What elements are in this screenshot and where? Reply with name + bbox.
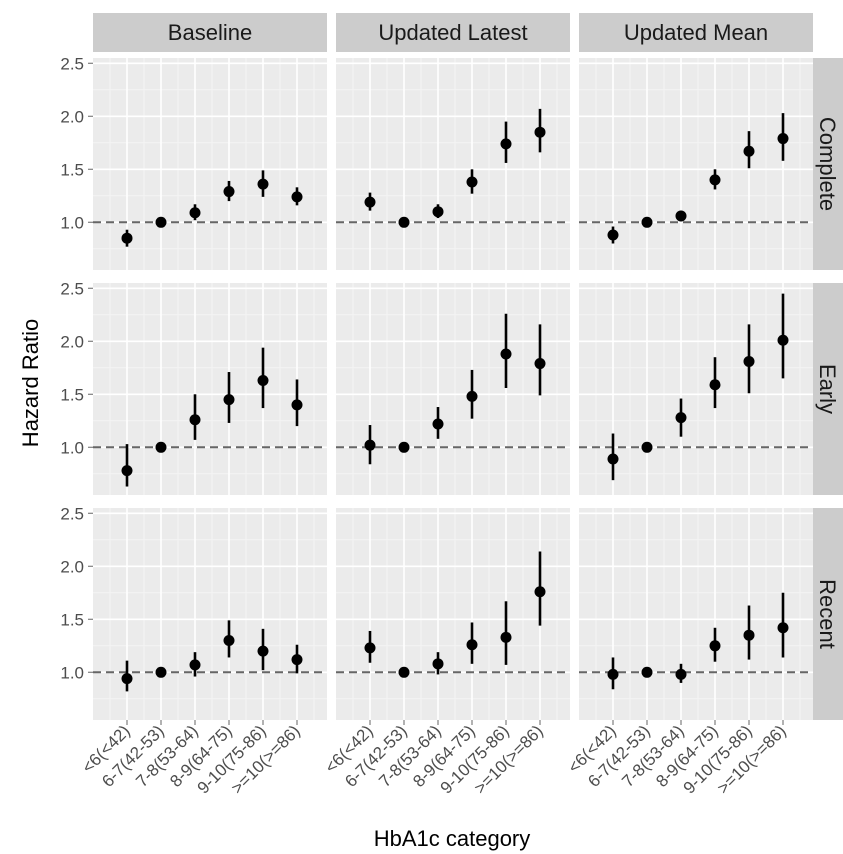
data-point bbox=[257, 178, 269, 190]
data-point bbox=[291, 399, 303, 411]
strip-label-updated-mean: Updated Mean bbox=[624, 20, 768, 45]
y-tick-label: 2.0 bbox=[60, 557, 84, 576]
data-point bbox=[121, 232, 133, 244]
data-point bbox=[398, 216, 410, 228]
y-tick-label: 2.5 bbox=[60, 504, 84, 523]
panel-bg-complete-baseline bbox=[93, 58, 327, 270]
data-point bbox=[743, 355, 755, 367]
data-point bbox=[709, 640, 721, 652]
strip-bg-early bbox=[812, 283, 843, 495]
data-point bbox=[641, 216, 653, 228]
panel-bg-recent-updated-mean bbox=[579, 508, 813, 720]
data-point bbox=[223, 635, 235, 646]
data-point bbox=[189, 207, 201, 219]
data-point bbox=[675, 668, 687, 680]
strip-bg-updated-mean bbox=[579, 13, 813, 52]
data-point bbox=[223, 186, 235, 198]
data-point bbox=[155, 216, 167, 228]
data-point bbox=[534, 586, 546, 598]
y-tick-label: 2.5 bbox=[60, 279, 84, 298]
y-tick-label: 1.5 bbox=[60, 160, 84, 179]
data-point bbox=[777, 622, 789, 634]
data-point bbox=[466, 176, 478, 188]
panel-bg-recent-updated-latest bbox=[336, 508, 570, 720]
y-tick-label: 1.0 bbox=[60, 438, 84, 457]
y-tick-label: 1.5 bbox=[60, 385, 84, 404]
data-point bbox=[364, 439, 376, 451]
data-point bbox=[534, 358, 546, 370]
data-point bbox=[607, 453, 619, 465]
y-tick-label: 2.5 bbox=[60, 54, 84, 73]
data-point bbox=[777, 133, 789, 145]
data-point bbox=[743, 145, 755, 157]
strip-label-updated-latest: Updated Latest bbox=[378, 20, 527, 45]
data-point bbox=[223, 394, 235, 406]
panel-bg-early-updated-latest bbox=[336, 283, 570, 495]
data-point bbox=[500, 631, 512, 643]
strip-bg-recent bbox=[812, 508, 843, 720]
y-tick-label: 1.5 bbox=[60, 610, 84, 629]
data-point bbox=[709, 379, 721, 391]
y-tick-label: 1.0 bbox=[60, 213, 84, 232]
data-point bbox=[257, 375, 269, 387]
strip-bg-updated-latest bbox=[336, 13, 570, 52]
data-point bbox=[607, 229, 619, 241]
panel-bg-early-baseline bbox=[93, 283, 327, 495]
data-point bbox=[189, 659, 201, 671]
strip-bg-complete bbox=[812, 58, 843, 270]
strip-label-recent: Recent bbox=[815, 579, 840, 649]
data-point bbox=[432, 206, 444, 218]
data-point bbox=[189, 414, 201, 426]
y-tick-label: 1.0 bbox=[60, 663, 84, 682]
data-point bbox=[500, 348, 512, 360]
data-point bbox=[121, 465, 133, 477]
data-point bbox=[364, 196, 376, 208]
data-point bbox=[121, 673, 133, 685]
strip-bg-baseline bbox=[93, 13, 327, 52]
panel-bg-complete-updated-latest bbox=[336, 58, 570, 270]
data-point bbox=[743, 629, 755, 641]
data-point bbox=[466, 639, 478, 651]
data-point bbox=[641, 441, 653, 453]
data-point bbox=[466, 390, 478, 402]
panel-bg-recent-baseline bbox=[93, 508, 327, 720]
data-point bbox=[364, 642, 376, 654]
data-point bbox=[500, 138, 512, 150]
data-point bbox=[398, 441, 410, 453]
data-point bbox=[432, 418, 444, 430]
strip-label-baseline: Baseline bbox=[168, 20, 252, 45]
strip-label-early: Early bbox=[815, 364, 840, 414]
y-tick-label: 2.0 bbox=[60, 107, 84, 126]
data-point bbox=[534, 126, 546, 138]
data-point bbox=[398, 666, 410, 678]
data-point bbox=[777, 334, 789, 346]
data-point bbox=[155, 441, 167, 453]
data-point bbox=[641, 666, 653, 678]
data-point bbox=[607, 668, 619, 680]
data-point bbox=[675, 210, 687, 222]
data-point bbox=[709, 174, 721, 186]
data-point bbox=[291, 654, 303, 666]
strip-label-complete: Complete bbox=[815, 117, 840, 211]
y-tick-label: 2.0 bbox=[60, 332, 84, 351]
data-point bbox=[432, 658, 444, 670]
data-point bbox=[675, 412, 687, 424]
y-axis-title: Hazard Ratio bbox=[18, 319, 43, 447]
data-point bbox=[155, 666, 167, 678]
data-point bbox=[257, 645, 269, 657]
x-axis-title: HbA1c category bbox=[374, 826, 531, 851]
data-point bbox=[291, 191, 303, 203]
